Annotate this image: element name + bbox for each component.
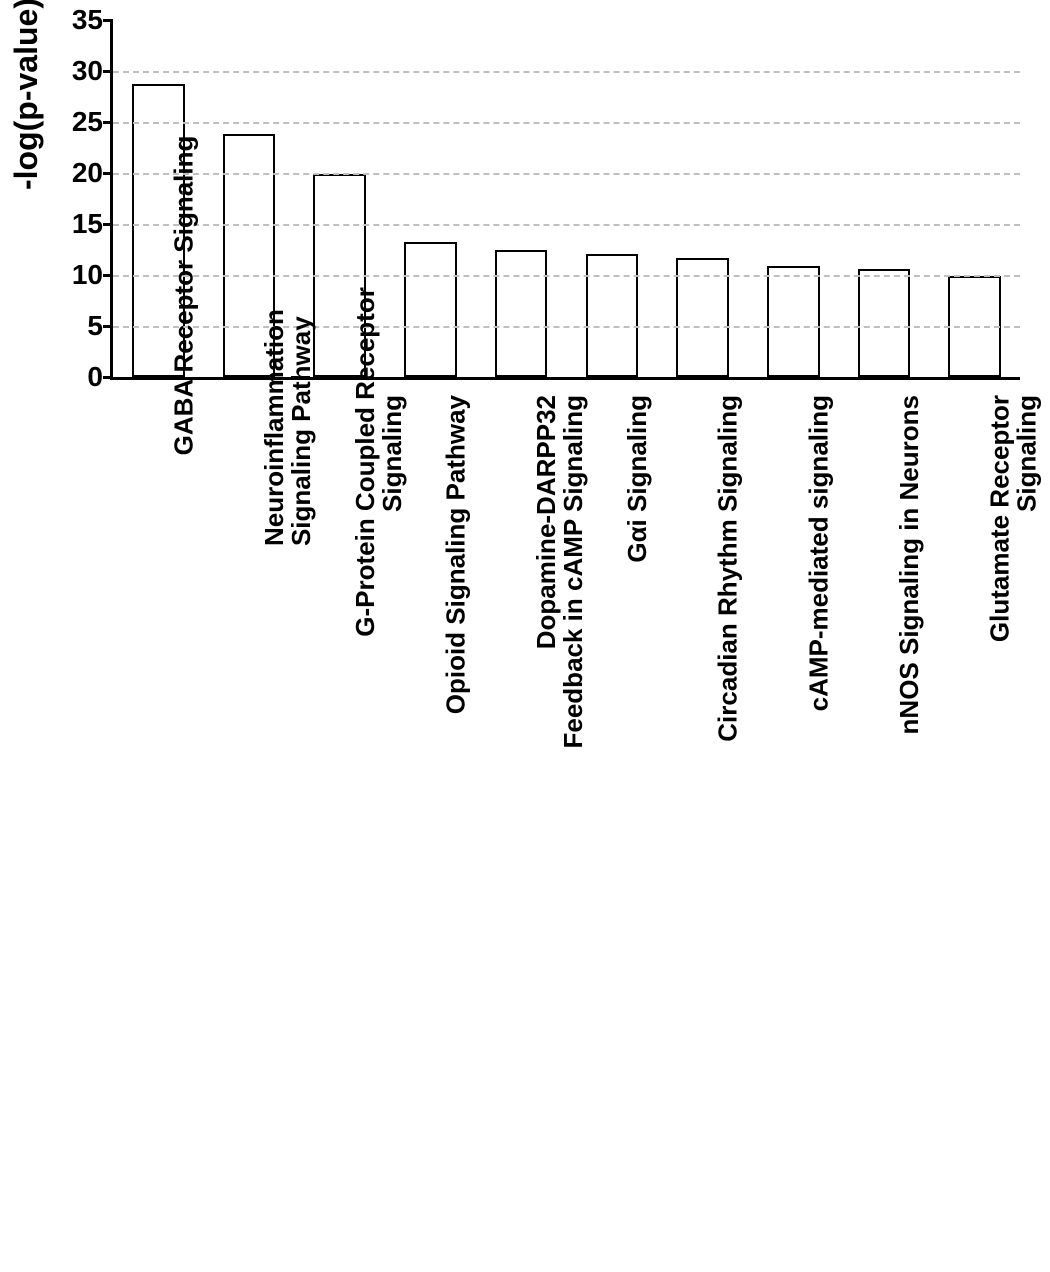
y-tick-mark xyxy=(103,121,113,124)
gridline xyxy=(113,224,1020,226)
y-tick-label: 10 xyxy=(72,259,103,291)
y-tick-label: 30 xyxy=(72,55,103,87)
gridline xyxy=(113,122,1020,124)
x-axis-labels: GABA Receptor Signaling Neuroinflammation… xyxy=(110,385,1020,715)
y-tick-mark xyxy=(103,19,113,22)
y-tick-label: 5 xyxy=(87,310,103,342)
y-tick-mark xyxy=(103,274,113,277)
x-tick-label: Opioid Signaling Pathway xyxy=(442,395,469,727)
y-tick-label: 20 xyxy=(72,157,103,189)
y-tick-label: 15 xyxy=(72,208,103,240)
bar xyxy=(495,250,548,378)
y-tick-label: 25 xyxy=(72,106,103,138)
x-tick-label: Glutamate Receptor Signaling xyxy=(987,395,1042,1272)
y-tick-mark xyxy=(103,70,113,73)
x-tick-label: GABA Receptor Signaling xyxy=(170,395,197,455)
y-tick-mark xyxy=(103,325,113,328)
bar xyxy=(404,242,457,377)
bar-chart: -log(p-value) 05101520253035 GABA Recept… xyxy=(0,0,1050,725)
gridline xyxy=(113,173,1020,175)
x-tick-label: Dopamine-DARPP32 Feedback in cAMP Signal… xyxy=(533,395,588,818)
x-tick-label: Gαi Signaling xyxy=(624,395,651,909)
bar xyxy=(858,269,911,377)
y-tick-mark xyxy=(103,172,113,175)
x-tick-label: G-Protein Coupled Receptor Signaling xyxy=(352,395,407,637)
bar xyxy=(767,266,820,377)
x-tick-label: Circadian Rhythm Signaling xyxy=(715,395,742,1000)
bars-container xyxy=(113,20,1020,377)
y-tick-label: 35 xyxy=(72,4,103,36)
x-tick-label: Neuroinflammation Signaling Pathway xyxy=(261,395,316,546)
x-tick-label: nNOS Signaling in Neurons xyxy=(896,395,923,1181)
gridline xyxy=(113,275,1020,277)
y-tick-label: 0 xyxy=(87,361,103,393)
y-axis-title: -log(p-value) xyxy=(8,0,45,190)
x-tick-label: cAMP-mediated signaling xyxy=(805,395,832,1090)
gridline xyxy=(113,71,1020,73)
y-tick-mark xyxy=(103,223,113,226)
bar xyxy=(586,254,639,377)
y-tick-mark xyxy=(103,376,113,379)
plot-area: 05101520253035 xyxy=(110,20,1020,380)
gridline xyxy=(113,326,1020,328)
